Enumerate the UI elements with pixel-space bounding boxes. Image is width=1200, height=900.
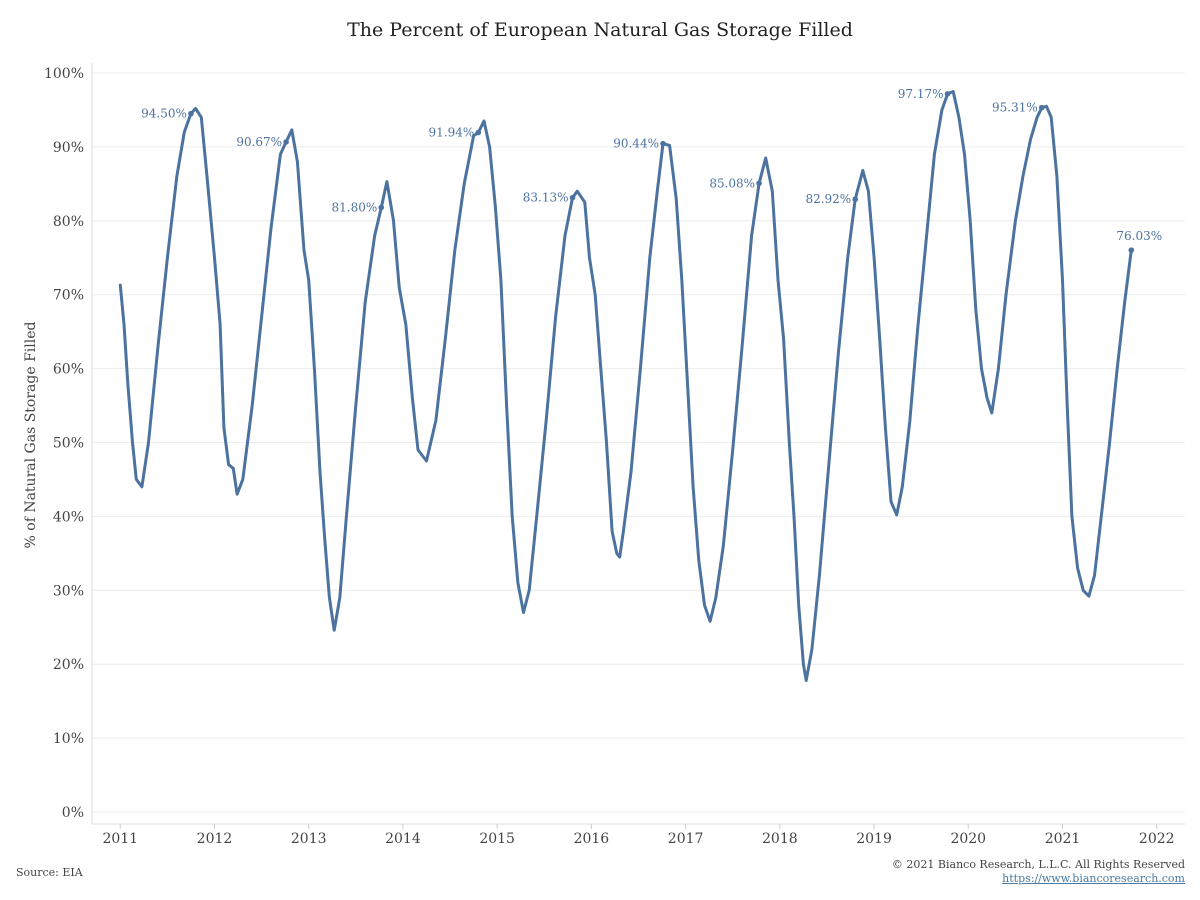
annotation-label: 90.67% xyxy=(236,135,282,149)
annotation-label: 82.92% xyxy=(805,192,851,206)
annotation-label: 85.08% xyxy=(709,176,755,190)
annotation-label: 81.80% xyxy=(332,200,378,214)
y-tick-label: 0% xyxy=(62,805,84,821)
annotation-marker xyxy=(475,129,482,136)
annotation-label: 97.17% xyxy=(898,87,944,101)
annotation-marker xyxy=(852,196,859,203)
x-tick-label: 2015 xyxy=(479,831,515,847)
x-tick-label: 2017 xyxy=(668,831,704,847)
x-tick-label: 2016 xyxy=(574,831,610,847)
annotation-marker xyxy=(944,91,951,97)
annotations: 94.50% 90.67% 81.80% 91.94% 83.13% 90.44% 85.0… xyxy=(141,87,1162,253)
x-tick-label: 2012 xyxy=(197,831,233,847)
website-link[interactable]: https://www.biancoresearch.com xyxy=(1002,872,1185,885)
grid xyxy=(92,72,1185,813)
annotation-label: 91.94% xyxy=(429,126,475,140)
annotation-marker xyxy=(1038,104,1045,111)
annotation-marker xyxy=(569,194,576,201)
x-tick-label: 2020 xyxy=(950,831,986,847)
annotation-label: 76.03% xyxy=(1116,229,1162,243)
x-tick-label: 2011 xyxy=(102,831,138,847)
annotation-marker xyxy=(188,110,194,117)
chart-title: The Percent of European Natural Gas Stor… xyxy=(347,19,853,41)
y-tick-label: 30% xyxy=(53,583,84,599)
y-axis-label: % of Natural Gas Storage Filled xyxy=(23,321,39,548)
y-tick-label: 90% xyxy=(53,140,84,156)
y-tick-label: 100% xyxy=(44,66,84,82)
source-note: Source: EIA xyxy=(16,866,83,879)
annotation-label: 95.31% xyxy=(992,101,1038,115)
x-tick-label: 2018 xyxy=(762,831,798,847)
annotation-marker xyxy=(756,180,762,187)
x-tick-label: 2022 xyxy=(1139,831,1175,847)
y-tick-label: 40% xyxy=(53,509,84,525)
series-group xyxy=(118,90,1133,682)
x-tick-label: 2021 xyxy=(1045,831,1081,847)
annotation-marker xyxy=(660,140,666,147)
x-tick-label: 2014 xyxy=(385,831,421,847)
x-tick-label: 2019 xyxy=(856,831,892,847)
axes: 0% 10% 20% 30% 40% 50% 60% 70% 80% 90% 100% 2011 201… xyxy=(44,63,1185,847)
annotation-marker xyxy=(378,204,385,211)
annotation-label: 94.50% xyxy=(141,107,187,121)
annotation-marker xyxy=(283,139,289,145)
y-tick-label: 50% xyxy=(53,436,84,452)
annotation-label: 83.13% xyxy=(523,191,569,205)
annotation-marker xyxy=(1128,247,1135,253)
y-tick-label: 60% xyxy=(53,362,84,378)
series-line xyxy=(118,90,1133,682)
y-tick-label: 10% xyxy=(53,731,84,747)
copyright-text: © 2021 Bianco Research, L.L.C. All Right… xyxy=(891,858,1185,871)
y-tick-label: 20% xyxy=(53,657,84,673)
y-tick-label: 70% xyxy=(53,288,84,304)
copyright-block: © 2021 Bianco Research, L.L.C. All Right… xyxy=(892,858,1185,886)
y-tick-label: 80% xyxy=(53,214,84,230)
chart: The Percent of European Natural Gas Stor… xyxy=(23,19,1185,847)
x-tick-label: 2013 xyxy=(291,831,327,847)
annotation-label: 90.44% xyxy=(613,137,659,151)
